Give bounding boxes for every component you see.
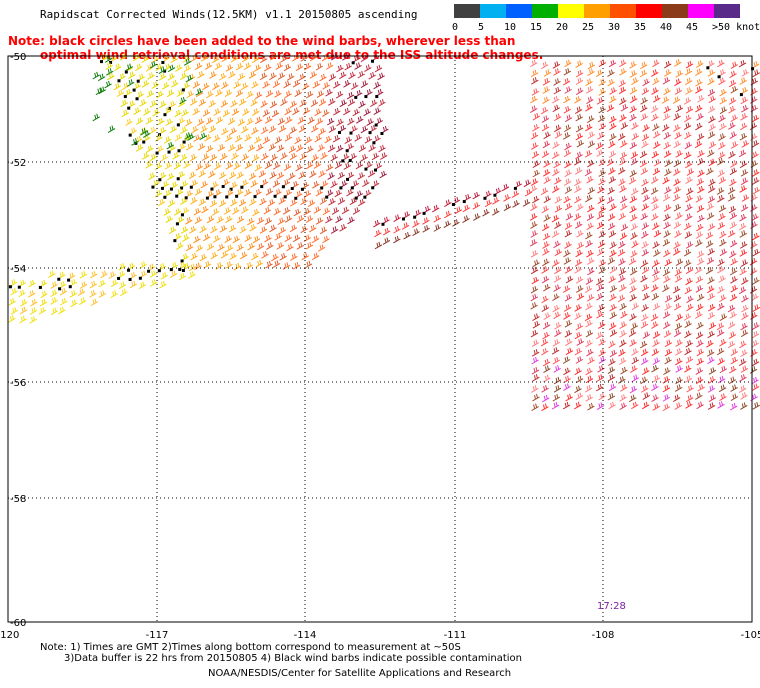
contamination-note-line-1: Note: black circles have been added to t… [8, 34, 516, 48]
legend-label: >50 knots [712, 22, 760, 33]
legend-swatch [532, 4, 558, 18]
legend-swatch [558, 4, 584, 18]
legend-label: 5 [478, 22, 485, 33]
legend-swatch [662, 4, 688, 18]
legend-swatch [454, 4, 480, 18]
legend-label: 15 [530, 22, 543, 33]
wind-barbs-layer [8, 52, 760, 412]
latitude-label: -56 [10, 378, 26, 389]
wind-speed-legend: 0 5 10 15 20 25 30 35 40 45 >50 knots [452, 4, 760, 33]
longitude-label: -114 [294, 630, 317, 640]
footer-credit: NOAA/NESDIS/Center for Satellite Applica… [208, 668, 512, 679]
legend-swatch [584, 4, 610, 18]
latitude-label: -50 [10, 52, 26, 63]
latitude-label: -58 [10, 494, 26, 505]
legend-swatch [480, 4, 506, 18]
legend-swatch [636, 4, 662, 18]
lat-lon-grid [7, 55, 753, 623]
longitude-label: -120 [0, 630, 19, 640]
legend-label: 10 [504, 22, 517, 33]
legend-label: 20 [556, 22, 569, 33]
map-frame [7, 55, 753, 623]
longitude-label: -108 [592, 630, 615, 640]
longitude-label: -111 [444, 630, 467, 640]
contamination-note-line-2: optimal wind retrieval conditions are me… [40, 48, 544, 62]
legend-label: 45 [686, 22, 699, 33]
pass-time-label: 17:28 [597, 601, 626, 612]
footer-note-line-2: 3)Data buffer is 22 hrs from 20150805 4)… [64, 653, 522, 664]
latitude-label: -52 [10, 158, 26, 169]
legend-label: 30 [608, 22, 621, 33]
axis-labels: -120 -117 -114 -111 -108 -105 -50 -52 -54 -56 -58 -… [0, 52, 760, 640]
latitude-label: -60 [10, 618, 26, 629]
map-title: Rapidscat Corrected Winds(12.5KM) v1.1 2… [40, 8, 418, 21]
legend-label: 35 [634, 22, 647, 33]
legend-swatch [610, 4, 636, 18]
longitude-label: -105 [741, 630, 760, 640]
legend-swatch [714, 4, 740, 18]
wind-map: -120 -117 -114 -111 -108 -105 -50 -52 -54 -56 -58 -… [0, 52, 760, 640]
latitude-label: -54 [10, 264, 26, 275]
legend-color-bar [454, 4, 740, 18]
legend-label: 0 [452, 22, 459, 33]
longitude-label: -117 [146, 630, 169, 640]
legend-label: 40 [660, 22, 673, 33]
legend-swatch [688, 4, 714, 18]
legend-label: 25 [582, 22, 595, 33]
legend-swatch [506, 4, 532, 18]
footer-note-line-1: Note: 1) Times are GMT 2)Times along bot… [40, 642, 461, 653]
